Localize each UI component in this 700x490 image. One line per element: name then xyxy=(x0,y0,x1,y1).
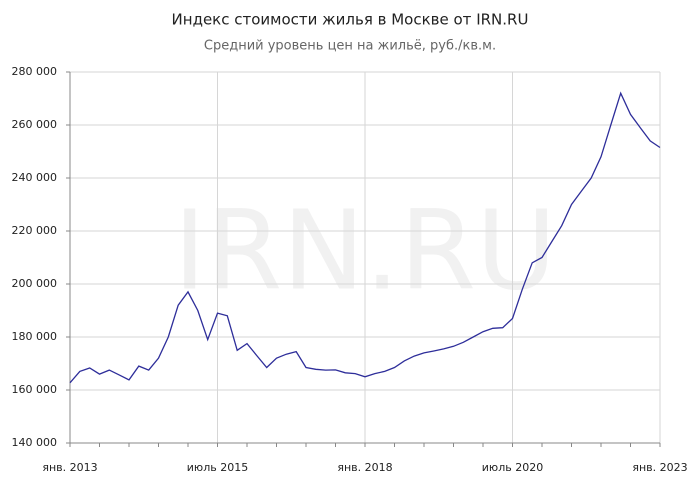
x-tick-label: янв. 2023 xyxy=(632,461,687,474)
line-series xyxy=(69,91,661,384)
y-tick-label: 200 000 xyxy=(12,277,58,290)
y-tick-label: 220 000 xyxy=(12,224,58,237)
x-tick-label: янв. 2013 xyxy=(42,461,97,474)
chart-title: Индекс стоимости жилья в Москве от IRN.R… xyxy=(172,11,529,29)
chart-subtitle: Средний уровень цен на жильё, руб./кв.м. xyxy=(204,39,496,54)
x-tick-label: июль 2020 xyxy=(482,461,543,474)
y-tick-label: 240 000 xyxy=(12,171,58,184)
y-tick-label: 140 000 xyxy=(12,436,58,449)
x-tick-label: июль 2015 xyxy=(187,461,248,474)
y-tick-label: 180 000 xyxy=(12,330,58,343)
y-tick-label: 260 000 xyxy=(12,118,58,131)
y-tick-label: 160 000 xyxy=(12,383,58,396)
x-tick-label: янв. 2018 xyxy=(337,461,392,474)
y-tick-label: 280 000 xyxy=(12,65,58,78)
